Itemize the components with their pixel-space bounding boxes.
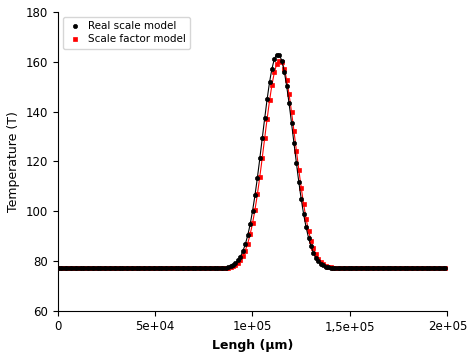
Scale factor model bbox=[308, 238, 314, 243]
Scale factor model bbox=[164, 266, 170, 271]
Line: Real scale model: Real scale model bbox=[55, 52, 447, 271]
Real scale model bbox=[274, 52, 280, 57]
Real scale model bbox=[133, 266, 138, 271]
Real scale model bbox=[55, 266, 61, 271]
Real scale model bbox=[308, 244, 314, 248]
Scale factor model bbox=[374, 266, 380, 271]
Real scale model bbox=[442, 266, 448, 271]
Real scale model bbox=[269, 66, 275, 71]
Legend: Real scale model, Scale factor model: Real scale model, Scale factor model bbox=[63, 17, 190, 48]
Real scale model bbox=[164, 266, 170, 271]
Real scale model bbox=[425, 266, 431, 271]
Scale factor model bbox=[276, 59, 282, 63]
X-axis label: Lengh (μm): Lengh (μm) bbox=[212, 339, 293, 352]
Line: Scale factor model: Scale factor model bbox=[55, 59, 447, 271]
Y-axis label: Temperature (T): Temperature (T) bbox=[7, 111, 20, 212]
Scale factor model bbox=[269, 83, 275, 87]
Scale factor model bbox=[133, 266, 138, 271]
Scale factor model bbox=[425, 266, 431, 271]
Scale factor model bbox=[55, 266, 61, 271]
Real scale model bbox=[374, 266, 380, 271]
Scale factor model bbox=[442, 266, 448, 271]
